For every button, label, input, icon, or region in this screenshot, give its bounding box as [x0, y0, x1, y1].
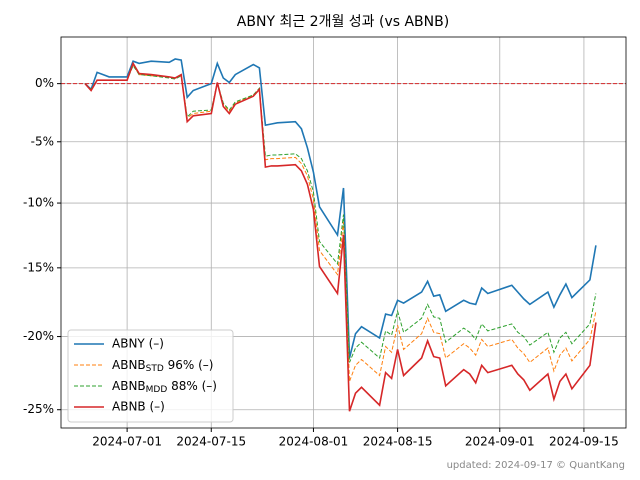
- legend-label: ABNY (–): [112, 337, 164, 351]
- legend-label-part: ABNB: [112, 379, 146, 393]
- y-tick-label: -10%: [23, 196, 54, 210]
- y-tick-label: 0%: [35, 76, 54, 90]
- legend-box: [67, 329, 234, 423]
- legend-label-part: MDD: [146, 385, 168, 395]
- legend-label-part: 96% (–): [164, 358, 214, 372]
- x-tick-label: 2024-08-15: [363, 435, 433, 449]
- legend-label: ABNBSTD 96% (–): [112, 358, 213, 374]
- series-line: [84, 61, 597, 412]
- y-tick-label: -5%: [31, 134, 54, 148]
- plot-frame: [60, 36, 627, 429]
- x-tick-label: 2024-09-15: [549, 435, 619, 449]
- x-tick-label: 2024-09-01: [465, 435, 535, 449]
- y-tick-label: -25%: [23, 402, 54, 416]
- legend-label-part: STD: [146, 364, 164, 374]
- series-line: [84, 58, 597, 359]
- x-tick-label: 2024-07-01: [92, 435, 162, 449]
- y-tick-label: -15%: [23, 260, 54, 274]
- x-tick-label: 2024-08-01: [279, 435, 349, 449]
- footer: updated: 2024-09-17 © QuantKang: [447, 460, 625, 471]
- legend-label: ABNBMDD 88% (–): [112, 379, 217, 395]
- legend-label: ABNB (–): [112, 400, 165, 414]
- x-tick-label: 2024-07-15: [176, 435, 246, 449]
- legend-label-part: ABNB: [112, 358, 146, 372]
- series-line: [84, 64, 597, 363]
- legend-label-part: 88% (–): [167, 379, 217, 393]
- y-tick-label: -20%: [23, 329, 54, 343]
- chart-title: ABNY 최근 2개월 성과 (vs ABNB): [237, 14, 449, 30]
